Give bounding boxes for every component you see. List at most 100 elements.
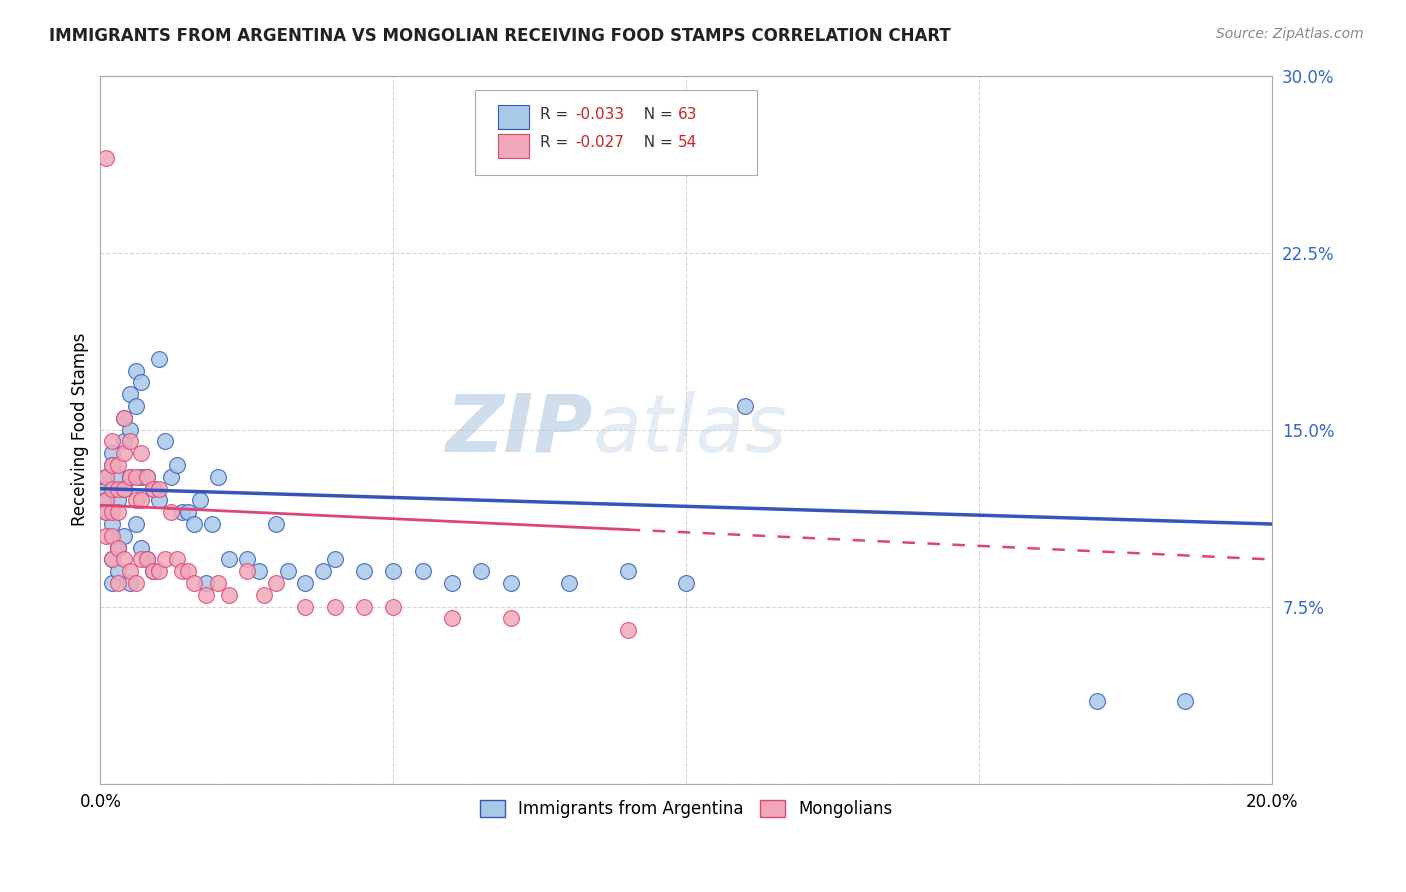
Point	[294, 599, 316, 614]
Point	[118, 470, 141, 484]
Point	[118, 434, 141, 449]
Point	[101, 446, 124, 460]
Point	[675, 576, 697, 591]
Point	[236, 564, 259, 578]
Point	[118, 470, 141, 484]
Point	[101, 434, 124, 449]
Point	[153, 552, 176, 566]
Point	[142, 482, 165, 496]
Point	[131, 446, 153, 460]
Point	[107, 576, 129, 591]
Point	[142, 564, 165, 578]
Point	[107, 541, 129, 555]
Point	[1173, 694, 1195, 708]
Point	[124, 493, 146, 508]
Point	[96, 470, 118, 484]
Point	[218, 552, 240, 566]
Point	[124, 470, 146, 484]
Point	[194, 588, 217, 602]
Point	[101, 482, 124, 496]
Point	[183, 576, 205, 591]
Point	[412, 564, 434, 578]
Point	[131, 470, 153, 484]
Point	[153, 434, 176, 449]
Text: N =: N =	[634, 107, 678, 122]
Point	[177, 564, 200, 578]
Point	[264, 576, 287, 591]
Point	[101, 576, 124, 591]
Point	[247, 564, 270, 578]
Point	[107, 458, 129, 472]
Point	[96, 482, 118, 496]
Text: R =: R =	[540, 107, 574, 122]
Point	[172, 564, 194, 578]
Point	[159, 470, 181, 484]
Point	[96, 151, 118, 165]
Point	[112, 446, 135, 460]
Point	[124, 399, 146, 413]
Point	[118, 387, 141, 401]
Point	[207, 576, 229, 591]
Point	[294, 576, 316, 591]
Point	[323, 599, 346, 614]
Point	[201, 517, 224, 532]
Point	[101, 529, 124, 543]
Point	[101, 552, 124, 566]
Point	[616, 624, 638, 638]
Point	[382, 564, 405, 578]
Point	[1085, 694, 1108, 708]
Point	[194, 576, 217, 591]
Point	[101, 458, 124, 472]
Point	[107, 541, 129, 555]
Point	[96, 493, 118, 508]
Point	[107, 493, 129, 508]
Text: 54: 54	[678, 136, 697, 150]
Point	[353, 599, 375, 614]
Legend: Immigrants from Argentina, Mongolians: Immigrants from Argentina, Mongolians	[474, 794, 900, 825]
Point	[177, 505, 200, 519]
Point	[112, 410, 135, 425]
Point	[112, 410, 135, 425]
Point	[101, 517, 124, 532]
Point	[136, 470, 159, 484]
FancyBboxPatch shape	[498, 105, 529, 129]
Point	[353, 564, 375, 578]
Point	[440, 576, 463, 591]
Point	[148, 564, 170, 578]
Point	[148, 351, 170, 366]
Text: IMMIGRANTS FROM ARGENTINA VS MONGOLIAN RECEIVING FOOD STAMPS CORRELATION CHART: IMMIGRANTS FROM ARGENTINA VS MONGOLIAN R…	[49, 27, 950, 45]
Text: N =: N =	[634, 136, 678, 150]
Point	[124, 363, 146, 377]
Point	[112, 529, 135, 543]
Point	[159, 505, 181, 519]
Point	[148, 482, 170, 496]
Y-axis label: Receiving Food Stamps: Receiving Food Stamps	[72, 333, 89, 526]
Point	[107, 505, 129, 519]
Text: -0.033: -0.033	[575, 107, 624, 122]
Point	[499, 576, 522, 591]
Point	[166, 552, 188, 566]
Point	[118, 564, 141, 578]
Point	[136, 552, 159, 566]
Point	[172, 505, 194, 519]
Point	[253, 588, 276, 602]
Point	[124, 517, 146, 532]
Point	[118, 423, 141, 437]
Point	[264, 517, 287, 532]
Point	[323, 552, 346, 566]
Point	[382, 599, 405, 614]
Point	[312, 564, 335, 578]
Text: 63: 63	[678, 107, 697, 122]
Point	[131, 552, 153, 566]
Point	[470, 564, 492, 578]
Point	[118, 576, 141, 591]
Point	[101, 505, 124, 519]
Point	[218, 588, 240, 602]
FancyBboxPatch shape	[475, 90, 756, 175]
Point	[112, 552, 135, 566]
Point	[440, 611, 463, 625]
Point	[277, 564, 299, 578]
Point	[136, 470, 159, 484]
Point	[96, 493, 118, 508]
Point	[112, 482, 135, 496]
